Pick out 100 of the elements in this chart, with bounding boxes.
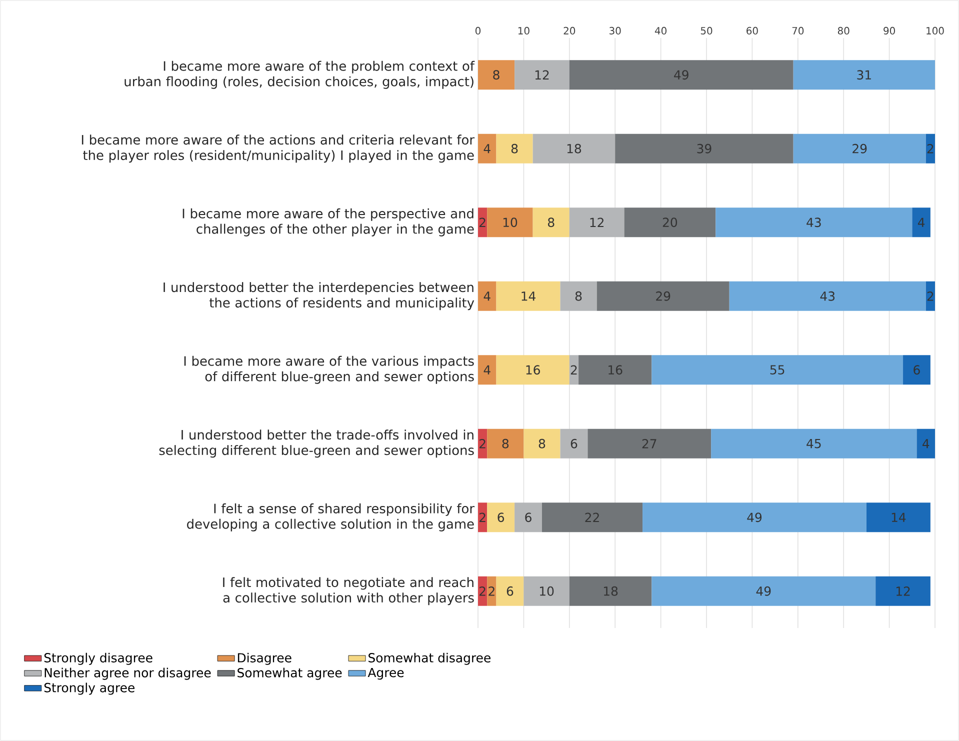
data-label: 27: [642, 438, 656, 448]
x-tick-label: 0: [475, 26, 481, 34]
data-label: 8: [493, 70, 500, 80]
y-tick-label: I became more aware of the various impacts of different blue-green and sewer options: [184, 356, 474, 384]
bar: [624, 208, 716, 238]
bar: [716, 208, 912, 238]
data-label: 2: [480, 586, 486, 596]
legend-label: Disagree: [238, 652, 292, 665]
bar: [615, 134, 794, 164]
data-label: 16: [608, 365, 622, 375]
bar: [560, 281, 597, 311]
bar: [569, 576, 652, 606]
bar: [487, 208, 533, 238]
bar: [478, 355, 496, 385]
bar: [578, 355, 652, 385]
bar: [569, 60, 794, 90]
bar: [487, 502, 515, 532]
data-label: 16: [526, 365, 540, 375]
data-label: 4: [484, 292, 490, 301]
x-tick-label: 100: [926, 26, 944, 34]
bar: [524, 428, 560, 458]
x-tick-label: 90: [884, 26, 895, 34]
x-tick-label: 60: [746, 26, 758, 34]
bar: [478, 576, 488, 606]
bar: [588, 428, 712, 458]
data-label: 29: [656, 291, 670, 301]
bar: [916, 428, 936, 458]
data-label: 6: [498, 512, 504, 522]
data-label: 10: [503, 218, 518, 228]
bar: [569, 208, 624, 238]
x-tick-label: 80: [838, 26, 850, 34]
bar: [487, 576, 496, 606]
data-label: 12: [590, 218, 604, 227]
bar: [793, 134, 926, 164]
data-label: 2: [480, 512, 486, 522]
x-tick-label: 70: [792, 26, 804, 34]
legend-label: Neither agree nor disagree: [44, 668, 211, 680]
data-label: 8: [548, 218, 554, 228]
bar: [926, 281, 936, 311]
data-label: 20: [662, 218, 678, 228]
data-label: 8: [575, 291, 582, 301]
data-label: 29: [852, 144, 867, 154]
data-label: 10: [540, 586, 554, 596]
bar: [652, 576, 876, 606]
bar: [926, 134, 936, 164]
bar: [903, 355, 930, 385]
data-label: 39: [697, 144, 712, 154]
data-label: 6: [525, 512, 532, 522]
y-tick-label: I felt a sense of shared responsibility for developing a collective solution in the game: [187, 503, 474, 532]
bar: [496, 281, 560, 311]
data-label: 4: [918, 218, 925, 227]
data-label: 2: [480, 438, 486, 448]
bar: [912, 208, 930, 238]
x-tick-label: 30: [610, 26, 621, 34]
data-label: 49: [756, 586, 771, 596]
y-tick-label: I understood better the trade-offs involved in selecting different blue-green and sewer options: [159, 430, 474, 458]
x-tick-label: 20: [564, 26, 576, 34]
legend-label: Strongly disagree: [44, 652, 152, 665]
bar: [560, 428, 588, 458]
bar: [866, 502, 930, 532]
x-tick-label: 40: [654, 26, 666, 34]
y-tick-label: I became more aware of the actions and criteria relevant for the player roles (resident/municipality) I played in the game: [82, 134, 474, 163]
bar: [569, 355, 579, 385]
legend-label: Somewhat disagree: [368, 652, 490, 665]
bar: [793, 60, 936, 90]
bar: [478, 60, 515, 90]
bar: [514, 502, 542, 532]
bar: [478, 428, 488, 458]
y-tick-label: I felt motivated to negotiate and reach a collective solution with other players: [223, 577, 474, 606]
bar: [487, 428, 524, 458]
data-label: 2: [927, 144, 934, 154]
data-label: 6: [914, 365, 920, 375]
bar: [524, 576, 570, 606]
data-label: 18: [567, 144, 582, 154]
data-label: 22: [585, 512, 599, 522]
bar: [478, 208, 488, 238]
y-tick-label: I became more aware of the problem context of urban flooding (roles, decision choices, goals, impact): [124, 60, 475, 89]
y-tick-label: I understood better the interdepencies between the actions of residents and municipality: [164, 282, 474, 310]
data-label: 4: [922, 439, 930, 448]
data-label: 45: [806, 438, 821, 448]
data-label: 6: [506, 586, 514, 596]
data-label: 12: [896, 586, 910, 596]
data-label: 4: [484, 144, 490, 154]
bar: [642, 502, 866, 532]
bar: [876, 576, 930, 606]
data-label: 49: [674, 70, 688, 80]
data-label: 2: [570, 365, 577, 374]
data-label: 14: [522, 292, 536, 301]
x-tick-label: 10: [518, 26, 530, 34]
bar: [514, 60, 570, 90]
data-label: 2: [927, 291, 934, 301]
data-label: 55: [770, 365, 784, 374]
bar: [496, 134, 533, 164]
legend-label: Strongly agree: [44, 682, 134, 695]
data-label: 4: [484, 365, 490, 374]
bar: [596, 281, 730, 311]
data-label: 43: [820, 291, 835, 301]
data-label: 2: [488, 586, 494, 596]
data-label: 8: [511, 144, 518, 154]
data-label: 49: [747, 512, 762, 522]
